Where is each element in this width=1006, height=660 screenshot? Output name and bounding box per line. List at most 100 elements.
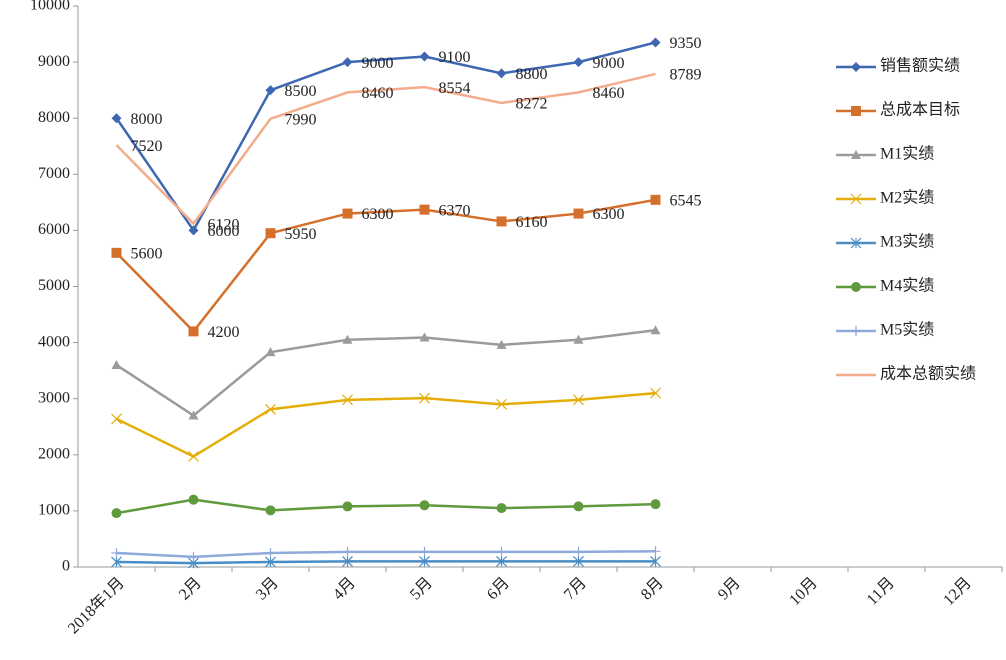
y-tick-label: 2000 [38,445,70,462]
data-label: 9350 [670,35,702,52]
data-label: 8272 [516,96,548,113]
data-label: 7990 [285,111,317,128]
series-line [116,550,656,559]
data-label: 9100 [439,49,471,66]
y-tick-label: 8000 [38,109,70,126]
marker [419,392,430,404]
marker [265,347,276,357]
marker [111,508,122,519]
marker [419,555,430,567]
marker [265,403,276,415]
data-label: 8460 [593,85,625,102]
data-label: 6000 [208,223,240,240]
marker [573,501,584,512]
marker [496,503,507,514]
x-tick-label: 2018年1月 [64,574,128,638]
x-tick-label: 6月 [484,574,513,603]
marker [188,451,199,462]
marker [188,494,199,505]
data-label: 6160 [516,214,548,231]
marker [850,193,862,205]
y-tick-label: 9000 [38,53,70,70]
data-label: 6300 [593,206,625,223]
data-label: 8800 [516,66,548,83]
series-line [115,391,656,458]
marker [573,334,584,344]
marker [573,208,584,219]
marker [111,247,122,258]
y-tick-label: 3000 [38,389,70,406]
marker [342,208,353,219]
x-tick-label: 8月 [638,574,667,603]
marker [573,394,584,406]
marker [650,325,661,335]
marker [111,547,122,558]
data-label: 5600 [131,246,163,263]
marker [419,332,430,342]
y-tick-label: 10000 [30,0,70,14]
marker [650,387,661,399]
marker [419,500,430,511]
y-tick-label: 0 [62,558,70,575]
marker [573,546,584,557]
data-label: 9000 [593,55,625,72]
marker [342,394,353,406]
marker [650,37,661,48]
x-tick-label: 3月 [253,574,282,603]
marker [851,326,861,336]
marker [851,106,861,116]
marker [573,555,584,567]
marker [573,57,584,68]
data-label: 8460 [362,85,394,102]
x-tick-label: 5月 [407,574,436,603]
legend-label: M3实绩 [880,233,934,251]
data-label: 6370 [439,202,471,219]
marker [851,62,861,72]
series-line [116,498,656,515]
legend-label: M4实绩 [880,277,934,295]
marker [265,85,276,96]
marker [342,57,353,68]
marker [188,326,199,337]
legend-label: 成本总额实绩 [880,365,976,383]
marker [496,68,507,79]
legend-label: 总成本目标 [880,101,960,119]
x-tick-label: 4月 [330,574,359,603]
data-label: 9000 [362,55,394,72]
marker [342,546,353,557]
marker [650,555,661,567]
marker [419,51,430,62]
y-tick-label: 7000 [38,165,70,182]
marker [265,556,276,568]
data-label: 6300 [362,206,394,223]
y-tick-label: 6000 [38,221,70,238]
marker [650,499,661,510]
data-label: 6120 [208,216,240,233]
marker [111,556,122,568]
legend-label: M5实绩 [880,321,934,339]
marker [188,551,199,562]
marker [496,398,507,410]
marker [111,360,122,370]
legend-label: M2实绩 [880,189,934,207]
marker [851,150,861,159]
data-label: 4200 [208,324,240,341]
x-tick-label: 2月 [176,574,205,603]
marker [419,546,430,557]
data-label: 8500 [285,83,317,100]
legend-label: 销售额实绩 [880,57,960,75]
marker [419,204,430,215]
marker [496,546,507,557]
y-tick-label: 4000 [38,333,70,350]
marker [265,547,276,558]
marker [111,113,122,124]
marker [850,237,862,249]
y-tick-label: 5000 [38,277,70,294]
marker [496,216,507,227]
marker [111,413,122,425]
marker [342,555,353,567]
marker [188,225,199,236]
marker [650,194,661,205]
marker [342,334,353,344]
